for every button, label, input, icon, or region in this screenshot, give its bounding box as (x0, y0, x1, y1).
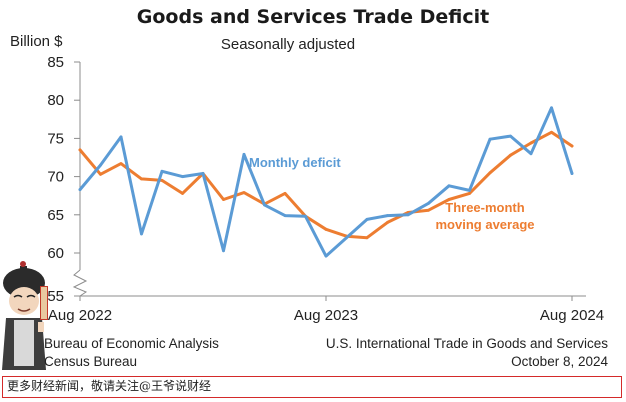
moving-average-point (222, 198, 225, 201)
moving-average-point (283, 192, 287, 195)
series-layer (78, 106, 574, 258)
monthly-deficit-point (201, 172, 205, 175)
x-tick-label: Aug 2024 (540, 307, 604, 324)
monthly-deficit-point (119, 135, 123, 139)
monthly-deficit-point (140, 232, 143, 236)
moving-average-point (570, 144, 574, 148)
x-tick-label: Aug 2023 (294, 307, 358, 324)
footer-release-name: U.S. International Trade in Goods and Se… (325, 336, 608, 351)
monthly-deficit-point (386, 214, 389, 217)
moving-average-point (181, 192, 184, 195)
monthly-deficit-point (78, 188, 82, 191)
moving-average-point (427, 208, 430, 212)
x-tick-labels: Aug 2022 Aug 2023 Aug 2024 (48, 296, 604, 324)
mascot-figure (2, 261, 48, 370)
monthly-deficit-point (99, 163, 102, 167)
y-ticks: 55 60 65 70 75 80 85 (47, 54, 80, 305)
monthly-deficit-point (242, 153, 246, 156)
monthly-deficit-point (304, 214, 307, 218)
y-axis-label: Billion $ (10, 33, 63, 50)
monthly-deficit-point (488, 137, 492, 141)
moving-average-point (365, 236, 369, 240)
promo-banner-text: 更多财经新闻，敬请关注@王爷说财经 (7, 379, 212, 393)
monthly-deficit-point (529, 152, 533, 156)
chart-title: Goods and Services Trade Deficit (136, 6, 490, 28)
moving-average-point (99, 172, 102, 176)
moving-average-point (242, 191, 246, 195)
monthly-deficit-annotation: Monthly deficit (249, 155, 341, 170)
promo-banner: 更多财经新闻，敬请关注@王爷说财经 (2, 376, 622, 398)
moving-average-point (447, 198, 451, 201)
monthly-deficit-point (222, 249, 225, 253)
moving-average-point (78, 148, 82, 152)
monthly-deficit-point (160, 169, 164, 173)
monthly-deficit-point (447, 184, 451, 188)
monthly-deficit-point (283, 214, 287, 217)
x-tick-label: Aug 2022 (48, 307, 112, 324)
footer-source-bea: Bureau of Economic Analysis (44, 336, 219, 351)
monthly-deficit-point (550, 106, 553, 110)
footer-release-date: October 8, 2024 (511, 354, 608, 369)
moving-average-point (488, 171, 492, 175)
moving-average-point (468, 192, 471, 195)
y-tick-label: 65 (47, 207, 64, 224)
monthly-deficit-point (509, 134, 512, 138)
moving-average-point (509, 153, 512, 157)
y-tick-label: 55 (47, 288, 64, 305)
chart-subtitle: Seasonally adjusted (220, 36, 356, 53)
moving-average-point (324, 227, 328, 231)
y-tick-label: 80 (47, 92, 64, 109)
moving-average-point (140, 177, 143, 181)
moving-average-annotation-line2: moving average (436, 217, 535, 232)
y-tick-label: 60 (47, 245, 64, 262)
moving-average-annotation-line1: Three-month (445, 200, 525, 215)
moving-average-point (119, 162, 123, 166)
monthly-deficit-point (427, 201, 430, 205)
monthly-deficit-line (78, 106, 574, 258)
y-tick-label: 85 (47, 54, 64, 71)
axis-break-icon (72, 269, 88, 297)
moving-average-point (550, 130, 553, 134)
moving-average-point (529, 141, 533, 145)
moving-average-point (160, 179, 164, 182)
y-tick-label: 70 (47, 169, 64, 186)
monthly-deficit-point (365, 217, 369, 221)
y-tick-label: 75 (47, 130, 64, 147)
monthly-deficit-point (345, 236, 348, 240)
footer-source-census: Census Bureau (44, 354, 138, 369)
monthly-deficit-point (324, 254, 328, 258)
moving-average-point (386, 221, 389, 224)
monthly-deficit-point (406, 213, 410, 217)
monthly-deficit-point (468, 188, 471, 192)
monthly-deficit-point (263, 203, 266, 207)
monthly-deficit-point (181, 175, 184, 179)
monthly-deficit-point (570, 172, 574, 175)
